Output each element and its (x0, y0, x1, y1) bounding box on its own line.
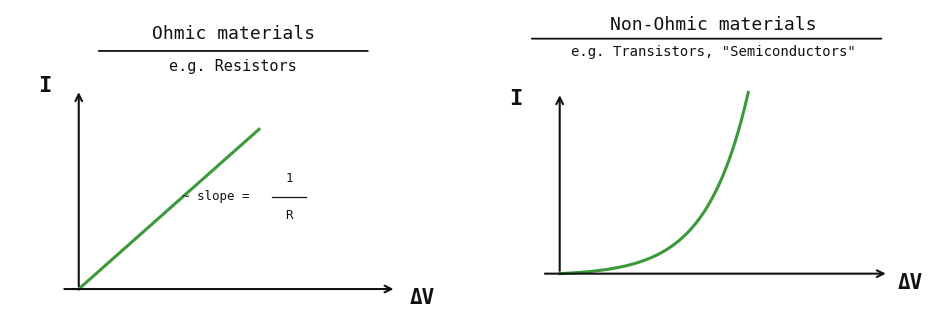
Text: ~ slope =: ~ slope = (182, 190, 257, 204)
Text: Ohmic materials: Ohmic materials (152, 25, 314, 43)
Text: 1: 1 (285, 172, 293, 185)
Text: Non-Ohmic materials: Non-Ohmic materials (610, 16, 816, 34)
Text: ΔV: ΔV (410, 288, 435, 308)
Text: I: I (37, 76, 51, 96)
Text: R: R (285, 209, 293, 222)
Text: I: I (509, 89, 522, 108)
Text: e.g. Resistors: e.g. Resistors (170, 59, 297, 74)
Text: ΔV: ΔV (898, 273, 923, 293)
Text: e.g. Transistors, "Semiconductors": e.g. Transistors, "Semiconductors" (571, 45, 856, 59)
